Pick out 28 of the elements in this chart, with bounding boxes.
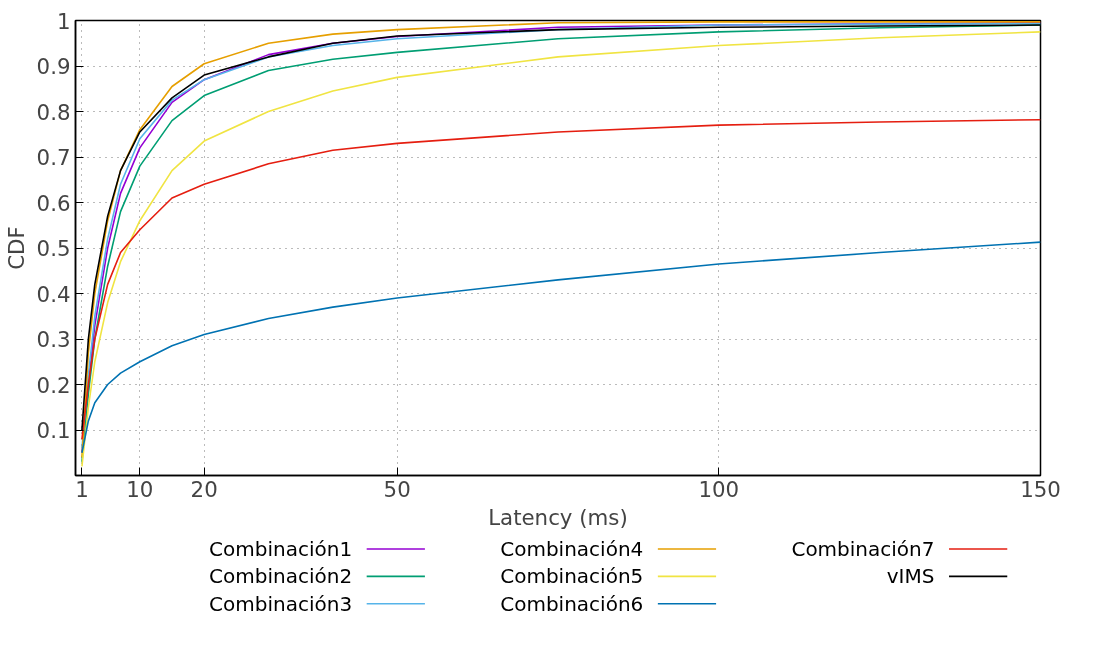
- legend-label: Combinación1: [209, 536, 353, 561]
- y-tick-label: 0.8: [36, 99, 71, 125]
- line-series: [81, 118, 1041, 440]
- line-series: [81, 241, 1041, 454]
- x-tick-label: 50: [383, 476, 411, 502]
- y-axis-title: CDF: [3, 226, 29, 270]
- y-tick-label: 0.3: [36, 327, 71, 352]
- x-tick-label: 20: [190, 476, 218, 502]
- y-tick-label: 1: [56, 8, 71, 34]
- y-tick-label: 0.9: [36, 54, 71, 79]
- y-tick-label: 0.5: [36, 236, 71, 261]
- y-tick-label: 0.7: [36, 145, 71, 170]
- legend-label: Combinación7: [791, 536, 935, 561]
- x-tick-label: 100: [698, 476, 740, 502]
- legend-label: Combinación6: [500, 591, 644, 616]
- legend-label: Combinación4: [500, 536, 644, 561]
- y-tick-label: 0.4: [36, 281, 71, 307]
- legend-label: Combinación3: [209, 591, 353, 616]
- legend-label: Combinación5: [500, 564, 644, 589]
- x-axis-title: Latency (ms): [488, 504, 628, 530]
- y-tick-label: 0.6: [36, 190, 71, 216]
- x-tick-label: 150: [1020, 476, 1061, 502]
- x-tick-label: 10: [126, 476, 154, 502]
- x-tick-label: 1: [75, 476, 89, 502]
- legend-label: Combinación2: [209, 564, 353, 589]
- y-tick-label: 0.2: [36, 372, 71, 398]
- y-tick-label: 0.1: [36, 418, 71, 443]
- legend-label: vIMS: [886, 564, 935, 589]
